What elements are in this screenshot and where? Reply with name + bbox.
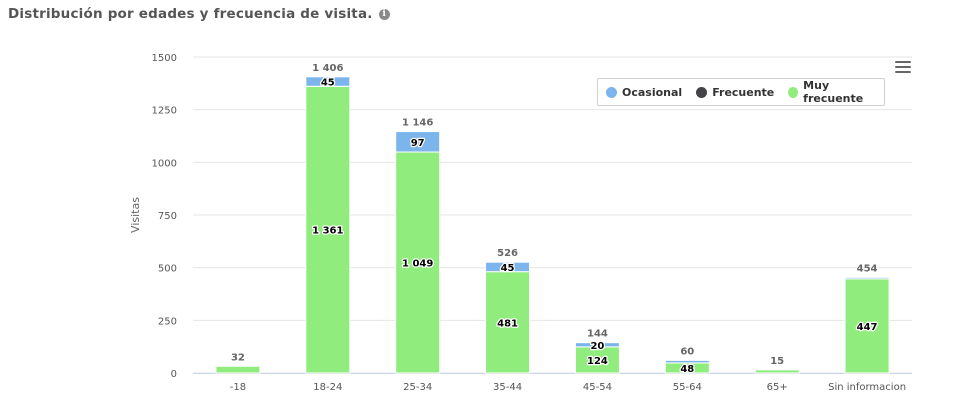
bar-segment-muy-frecuente bbox=[754, 369, 800, 374]
y-tick-label: 500 bbox=[158, 264, 177, 275]
total-label: 1 406 bbox=[312, 63, 343, 74]
legend-label-ocasional: Ocasional bbox=[622, 85, 683, 99]
data-label: 20 bbox=[590, 341, 604, 352]
bar-segment-ocasional bbox=[574, 342, 620, 348]
legend-label-frecuente: Frecuente bbox=[712, 85, 775, 99]
bar-segment-ocasional bbox=[664, 359, 710, 364]
chart-title: Distribución por edades y frecuencia de … bbox=[8, 6, 373, 22]
x-tick-label: 65+ bbox=[767, 382, 788, 393]
legend-item-ocasional[interactable]: Ocasional bbox=[606, 86, 682, 99]
data-label: 97 bbox=[411, 138, 425, 149]
chart-legend: Ocasional Frecuente Muy frecuente bbox=[597, 78, 885, 106]
legend-swatch-muy-frecuente bbox=[788, 86, 799, 98]
bar-segment-muy-frecuente bbox=[215, 365, 261, 374]
x-tick-label: -18 bbox=[230, 382, 246, 393]
y-tick-label: 1500 bbox=[152, 53, 177, 64]
bar-segment-muy-frecuente bbox=[395, 151, 441, 374]
legend-swatch-frecuente bbox=[696, 86, 708, 98]
legend-item-muy-frecuente[interactable]: Muy frecuente bbox=[788, 79, 884, 105]
bar-segment-ocasional bbox=[305, 76, 351, 87]
data-label: 124 bbox=[587, 356, 608, 367]
data-label: 45 bbox=[501, 263, 515, 274]
menu-line bbox=[895, 61, 911, 63]
data-label: 1 361 bbox=[312, 226, 343, 237]
x-tick-label: 18-24 bbox=[313, 382, 342, 393]
bar-segment-ocasional bbox=[844, 276, 890, 280]
y-tick-label: 250 bbox=[158, 316, 177, 327]
total-label: 15 bbox=[770, 356, 784, 367]
bar-segment-ocasional bbox=[485, 261, 531, 273]
info-icon[interactable]: i bbox=[378, 8, 390, 20]
hamburger-menu-icon[interactable] bbox=[895, 61, 911, 73]
legend-item-frecuente[interactable]: Frecuente bbox=[696, 86, 774, 99]
bar-segment-muy-frecuente bbox=[305, 85, 351, 374]
bar-segment-muy-frecuente bbox=[485, 271, 531, 374]
total-label: 60 bbox=[680, 346, 694, 357]
bar-segment-muy-frecuente bbox=[844, 278, 890, 374]
x-tick-label: 45-54 bbox=[583, 382, 612, 393]
bar-segment-ocasional bbox=[395, 131, 441, 153]
data-label: 481 bbox=[497, 318, 518, 329]
data-label: 1 049 bbox=[402, 259, 433, 270]
data-label: 45 bbox=[321, 78, 335, 89]
chart-header: Distribución por edades y frecuencia de … bbox=[8, 6, 390, 22]
x-tick-label: Sin informacion bbox=[828, 382, 906, 393]
y-tick-label: 1000 bbox=[152, 158, 177, 169]
data-label: 447 bbox=[857, 322, 878, 333]
y-tick-label: 0 bbox=[171, 369, 177, 380]
y-tick-label: 1250 bbox=[152, 106, 177, 117]
y-axis-title: Visitas bbox=[129, 197, 142, 233]
total-label: 144 bbox=[587, 329, 608, 340]
menu-line bbox=[895, 71, 911, 73]
x-tick-label: 35-44 bbox=[493, 382, 522, 393]
menu-line bbox=[895, 66, 911, 68]
total-label: 526 bbox=[497, 248, 518, 259]
x-tick-label: 25-34 bbox=[403, 382, 432, 393]
total-label: 454 bbox=[857, 263, 878, 274]
legend-swatch-ocasional bbox=[606, 86, 617, 98]
y-tick-label: 750 bbox=[158, 211, 177, 222]
total-label: 1 146 bbox=[402, 118, 433, 129]
bar-segment-muy-frecuente bbox=[574, 346, 620, 374]
legend-label-muy-frecuente: Muy frecuente bbox=[803, 79, 864, 105]
x-tick-label: 55-64 bbox=[673, 382, 702, 393]
data-label: 48 bbox=[680, 364, 694, 375]
total-label: 32 bbox=[231, 352, 245, 363]
